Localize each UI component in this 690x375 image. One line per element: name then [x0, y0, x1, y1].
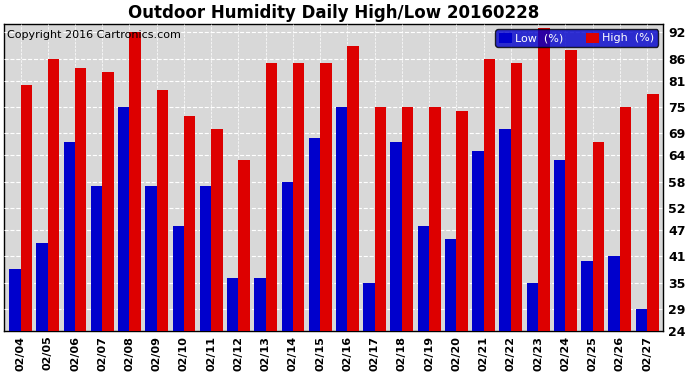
Bar — [565, 50, 577, 331]
Bar — [21, 85, 32, 331]
Bar — [456, 111, 468, 331]
Bar — [102, 72, 114, 331]
Bar — [172, 225, 184, 331]
Legend: Low  (%), High  (%): Low (%), High (%) — [495, 29, 658, 47]
Bar — [363, 283, 375, 331]
Bar — [417, 225, 429, 331]
Bar — [647, 94, 658, 331]
Bar — [266, 63, 277, 331]
Bar — [609, 256, 620, 331]
Bar — [336, 107, 348, 331]
Bar — [227, 278, 239, 331]
Bar — [130, 33, 141, 331]
Bar — [538, 28, 550, 331]
Bar — [526, 283, 538, 331]
Bar — [91, 186, 102, 331]
Bar — [620, 107, 631, 331]
Bar — [402, 107, 413, 331]
Text: Copyright 2016 Cartronics.com: Copyright 2016 Cartronics.com — [8, 30, 181, 40]
Bar — [146, 186, 157, 331]
Bar — [48, 59, 59, 331]
Title: Outdoor Humidity Daily High/Low 20160228: Outdoor Humidity Daily High/Low 20160228 — [128, 4, 540, 22]
Bar — [472, 151, 484, 331]
Bar — [293, 63, 304, 331]
Bar — [511, 63, 522, 331]
Bar — [37, 243, 48, 331]
Bar — [375, 107, 386, 331]
Bar — [348, 46, 359, 331]
Bar — [635, 309, 647, 331]
Bar — [554, 160, 565, 331]
Bar — [391, 142, 402, 331]
Bar — [282, 182, 293, 331]
Bar — [429, 107, 441, 331]
Bar — [445, 239, 456, 331]
Bar — [200, 186, 211, 331]
Bar — [118, 107, 130, 331]
Bar — [239, 160, 250, 331]
Bar — [581, 261, 593, 331]
Bar — [320, 63, 332, 331]
Bar — [211, 129, 223, 331]
Bar — [255, 278, 266, 331]
Bar — [484, 59, 495, 331]
Bar — [9, 269, 21, 331]
Bar — [308, 138, 320, 331]
Bar — [184, 116, 195, 331]
Bar — [63, 142, 75, 331]
Bar — [75, 68, 86, 331]
Bar — [157, 90, 168, 331]
Bar — [500, 129, 511, 331]
Bar — [593, 142, 604, 331]
